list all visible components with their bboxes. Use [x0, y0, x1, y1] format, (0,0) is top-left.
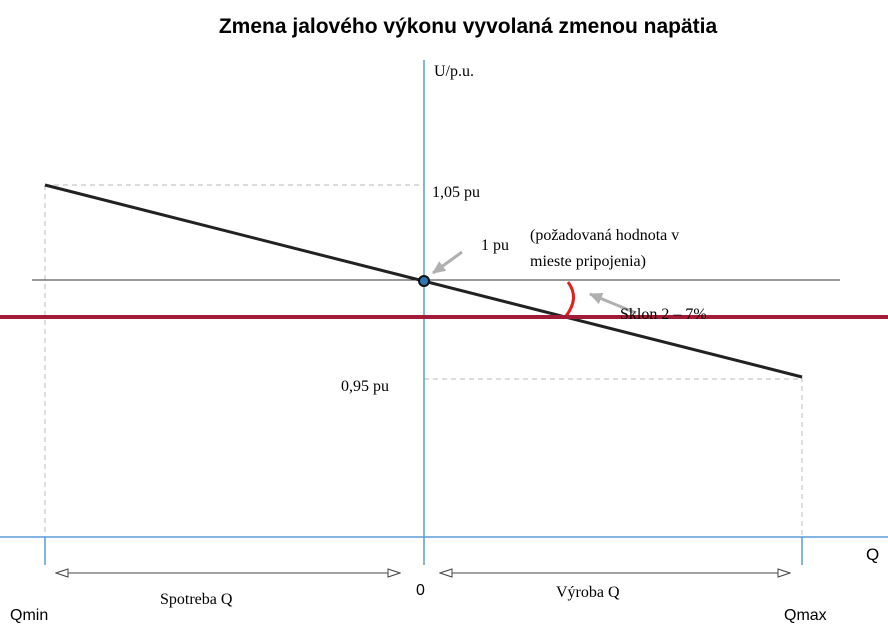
- title: Zmena jalového výkonu vyvolaná zmenou na…: [219, 15, 718, 38]
- setpoint: [418, 275, 430, 287]
- y-axis-label: U/p.u.: [434, 63, 474, 80]
- slope-label: Sklon 2 – 7%: [620, 306, 707, 323]
- slope-arc: [564, 281, 575, 317]
- level-label: 0,95 pu: [341, 378, 389, 395]
- x-axis-label: Q: [866, 545, 879, 564]
- q-max-label: Qmax: [784, 607, 827, 624]
- level-label: 1 pu: [481, 237, 509, 254]
- pointer: [589, 292, 637, 315]
- level-label: 1,05 pu: [432, 184, 480, 201]
- note: mieste pripojenia): [530, 253, 646, 270]
- note: (požadovaná hodnota v: [530, 227, 679, 244]
- guides: [44, 184, 803, 537]
- origin-label: 0: [416, 582, 425, 599]
- region-label: Spotreba Q: [160, 591, 233, 608]
- q-min-label: Qmin: [10, 607, 48, 624]
- pointer: [432, 250, 463, 275]
- region-label: Výroba Q: [556, 584, 620, 601]
